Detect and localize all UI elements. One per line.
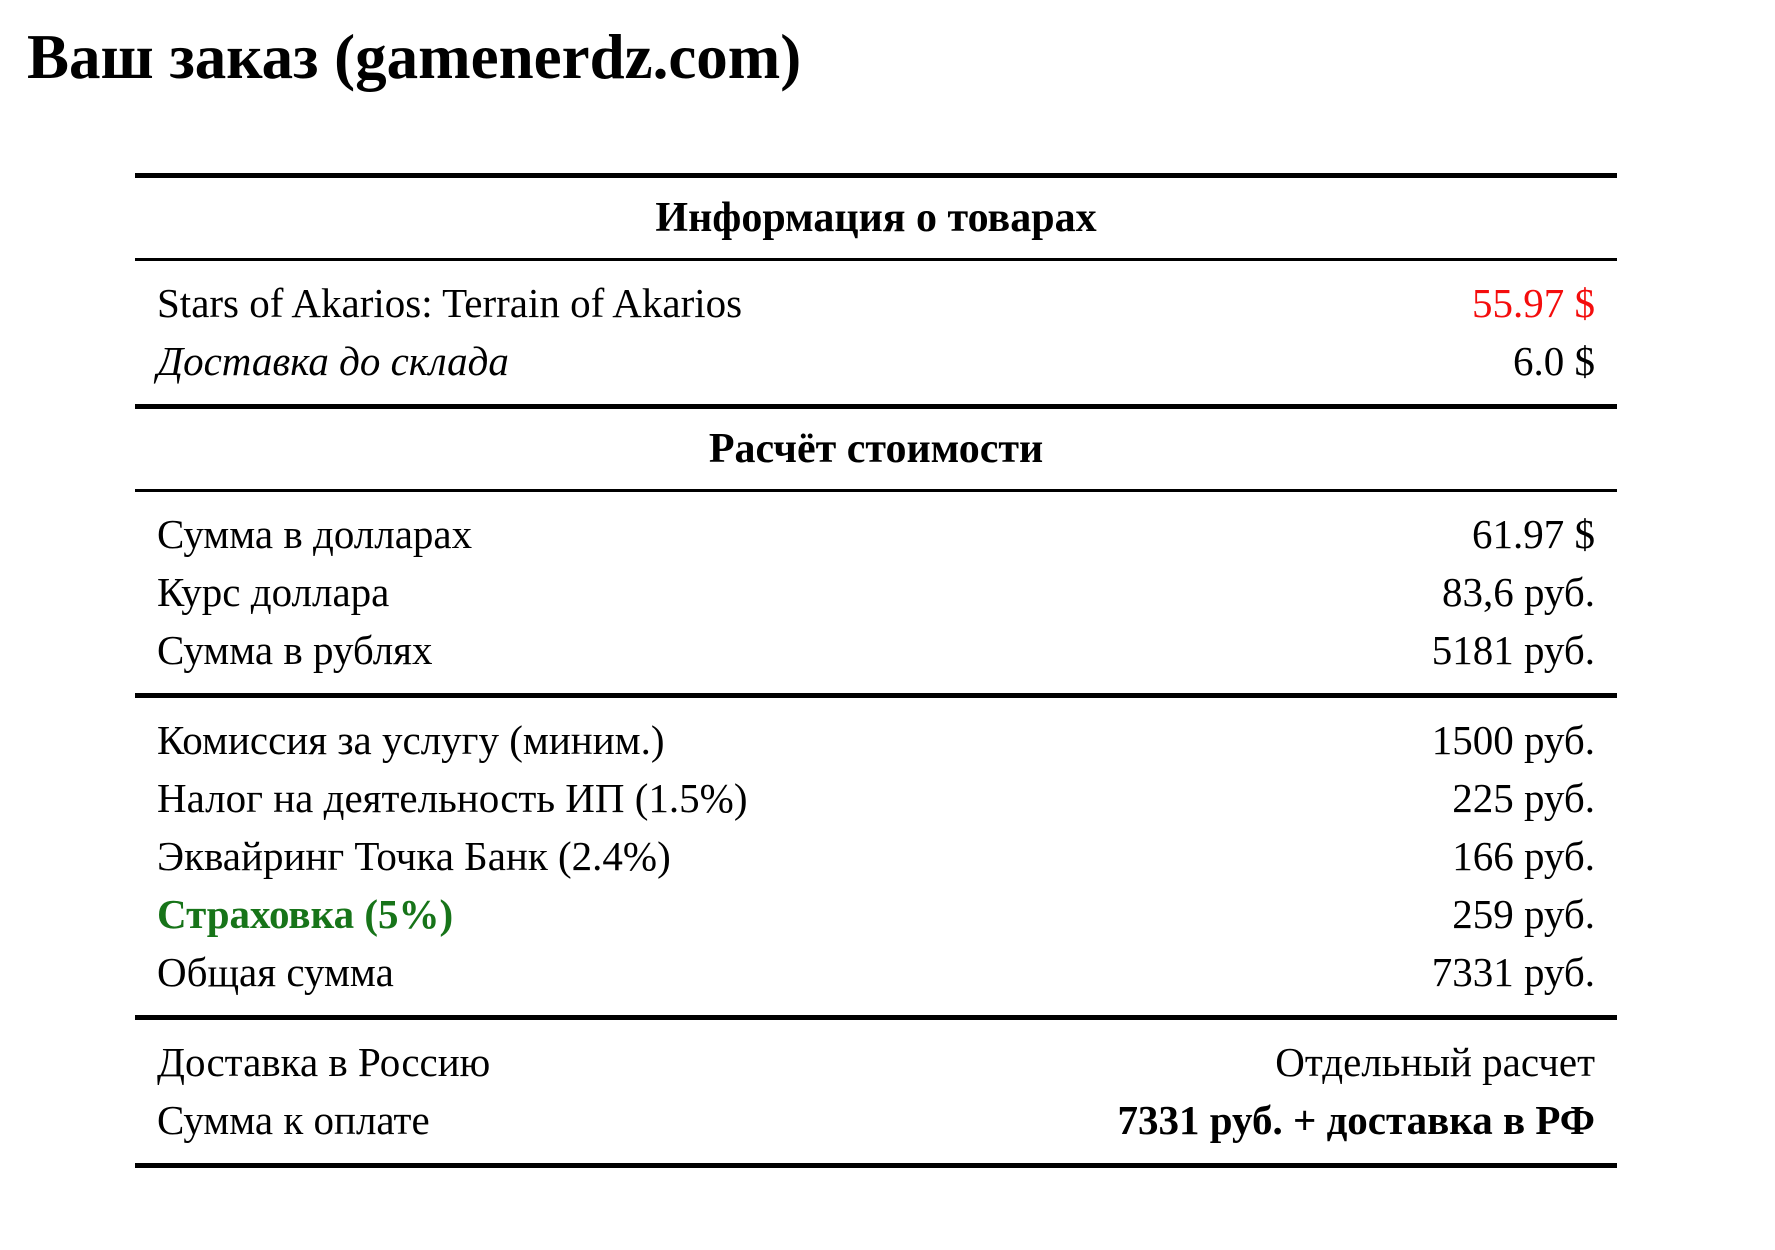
warehouse-shipping-price: 6.0 $ <box>1513 338 1595 384</box>
tax-label: Налог на деятельность ИП (1.5%) <box>157 775 748 821</box>
products-section-header: Информация о товарах <box>655 195 1097 241</box>
cost-section-top-rule <box>135 404 1617 409</box>
products-section: Stars of Akarios: Terrain of Akarios 55.… <box>135 261 1617 404</box>
fees-section-top-rule <box>135 693 1617 698</box>
delivery-section-top-rule <box>135 1015 1617 1020</box>
rub-total-value: 5181 руб. <box>1431 627 1595 673</box>
amount-due-label: Сумма к оплате <box>157 1097 430 1143</box>
table-row: Stars of Akarios: Terrain of Akarios 55.… <box>135 274 1617 332</box>
russia-delivery-value: Отдельный расчет <box>1275 1039 1595 1085</box>
table-bottom-rule <box>135 1163 1617 1168</box>
insurance-value: 259 руб. <box>1452 891 1595 937</box>
table-row: Эквайринг Точка Банк (2.4%) 166 руб. <box>135 827 1617 885</box>
product-price: 55.97 $ <box>1472 280 1595 326</box>
table-row: Курс доллара 83,6 руб. <box>135 563 1617 621</box>
usd-rate-label: Курс доллара <box>157 569 390 615</box>
service-fee-label: Комиссия за услугу (миним.) <box>157 717 665 763</box>
page-title: Ваш заказ (gamenerdz.com) <box>27 22 802 92</box>
russia-delivery-label: Доставка в Россию <box>157 1039 491 1085</box>
table-row: Сумма в рублях 5181 руб. <box>135 621 1617 679</box>
table-row: Общая сумма 7331 руб. <box>135 943 1617 1001</box>
products-header-rule <box>135 258 1617 261</box>
rub-total-label: Сумма в рублях <box>157 627 433 673</box>
usd-rate-value: 83,6 руб. <box>1441 569 1595 615</box>
usd-total-value: 61.97 $ <box>1472 511 1595 557</box>
service-fee-value: 1500 руб. <box>1431 717 1595 763</box>
cost-section-header: Расчёт стоимости <box>708 426 1044 472</box>
acquiring-value: 166 руб. <box>1452 833 1595 879</box>
order-summary-table: Информация о товарах Stars of Akarios: T… <box>135 173 1617 1168</box>
table-row: Комиссия за услугу (миним.) 1500 руб. <box>135 711 1617 769</box>
warehouse-shipping-label: Доставка до склада <box>157 338 509 384</box>
product-name: Stars of Akarios: Terrain of Akarios <box>157 280 743 326</box>
tax-value: 225 руб. <box>1452 775 1595 821</box>
acquiring-label: Эквайринг Точка Банк (2.4%) <box>157 833 671 879</box>
table-row: Страховка (5%) 259 руб. <box>135 885 1617 943</box>
currency-calc-section: Сумма в долларах 61.97 $ Курс доллара 83… <box>135 492 1617 693</box>
usd-total-label: Сумма в долларах <box>157 511 473 557</box>
insurance-label: Страховка (5%) <box>157 891 454 937</box>
table-row: Налог на деятельность ИП (1.5%) 225 руб. <box>135 769 1617 827</box>
grand-total-value: 7331 руб. <box>1431 949 1595 995</box>
table-row: Доставка до склада 6.0 $ <box>135 332 1617 390</box>
table-row: Сумма к оплате 7331 руб. + доставка в РФ <box>135 1091 1617 1149</box>
table-row: Сумма в долларах 61.97 $ <box>135 505 1617 563</box>
table-row: Доставка в Россию Отдельный расчет <box>135 1033 1617 1091</box>
table-top-rule <box>135 173 1617 178</box>
cost-header-rule <box>135 489 1617 492</box>
delivery-section: Доставка в Россию Отдельный расчет Сумма… <box>135 1020 1617 1163</box>
fees-section: Комиссия за услугу (миним.) 1500 руб. На… <box>135 698 1617 1015</box>
grand-total-label: Общая сумма <box>157 949 394 995</box>
amount-due-value: 7331 руб. + доставка в РФ <box>1117 1097 1595 1143</box>
